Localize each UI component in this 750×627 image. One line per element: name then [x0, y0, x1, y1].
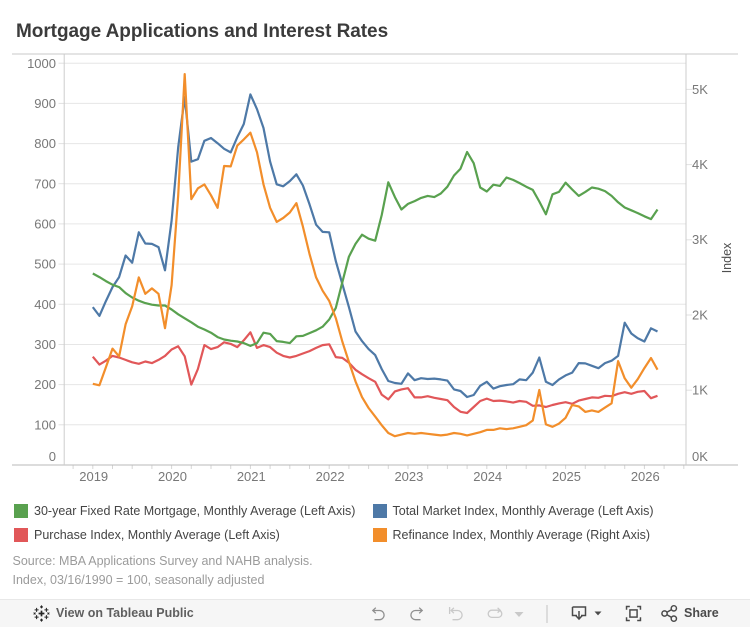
svg-text:400: 400 [34, 297, 56, 312]
svg-text:4K: 4K [692, 157, 708, 172]
svg-text:2019: 2019 [79, 469, 108, 484]
svg-text:2024: 2024 [473, 469, 502, 484]
svg-text:Index: Index [720, 242, 734, 273]
svg-text:2023: 2023 [394, 469, 423, 484]
svg-text:1000: 1000 [27, 56, 56, 71]
svg-text:100: 100 [34, 417, 56, 432]
svg-text:2022: 2022 [316, 469, 345, 484]
svg-text:300: 300 [34, 337, 56, 352]
svg-text:800: 800 [34, 136, 56, 151]
svg-text:2020: 2020 [158, 469, 187, 484]
svg-text:700: 700 [34, 176, 56, 191]
svg-text:0K: 0K [692, 449, 708, 464]
svg-text:1K: 1K [692, 383, 708, 398]
svg-text:200: 200 [34, 377, 56, 392]
svg-text:2025: 2025 [552, 469, 581, 484]
svg-text:3K: 3K [692, 232, 708, 247]
svg-text:900: 900 [34, 96, 56, 111]
svg-text:600: 600 [34, 217, 56, 232]
svg-text:2K: 2K [692, 307, 708, 322]
svg-text:500: 500 [34, 257, 56, 272]
svg-text:2021: 2021 [237, 469, 266, 484]
svg-text:5K: 5K [692, 82, 708, 97]
svg-text:2026: 2026 [631, 469, 660, 484]
svg-text:0: 0 [49, 449, 56, 464]
